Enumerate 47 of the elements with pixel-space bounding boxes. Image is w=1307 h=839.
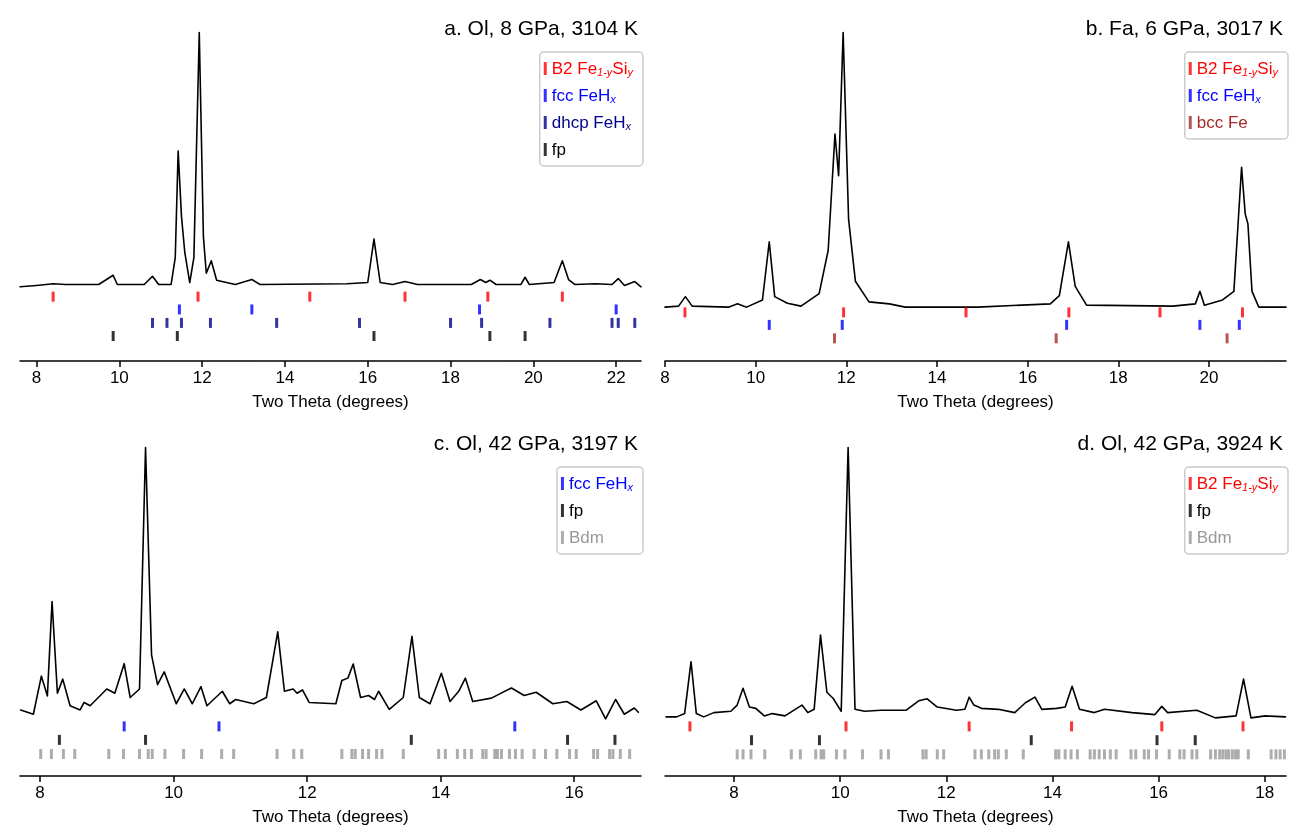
x-axis-title: Two Theta (degrees) [252,392,409,411]
x-tick-label: 10 [830,783,850,802]
legend-label: fcc FeHx [551,86,617,105]
x-tick-label: 16 [1149,783,1169,802]
x-tick-label: 18 [1108,368,1128,387]
x-tick-label: 8 [31,368,42,387]
legend-label: dhcp FeHx [551,113,632,132]
x-tick-label: 10 [109,368,129,387]
x-tick-label: 8 [660,368,670,387]
x-axis-title: Two Theta (degrees) [897,807,1054,826]
x-tick-label: 20 [1199,368,1219,387]
legend-label: bcc Fe [1196,113,1248,132]
x-tick-label: 14 [927,368,947,387]
x-tick-label: 8 [729,783,739,802]
x-tick-label: 10 [746,368,766,387]
chart-title: c. Ol, 42 GPa, 3197 K [433,431,638,454]
x-tick-label: 16 [358,368,378,387]
legend-label: B2 Fe1-ySiy [551,59,635,78]
x-tick-label: 22 [606,368,626,387]
x-tick-label: 14 [431,783,451,802]
legend-label: fp [551,140,566,159]
legend-label: fcc FeHx [1196,86,1262,105]
legend-label: Bdm [568,528,604,547]
x-tick-label: 12 [936,783,956,802]
x-tick-label: 8 [35,783,45,802]
legend-label: fp [568,501,584,520]
x-tick-label: 14 [275,368,295,387]
chart-title: a. Ol, 8 GPa, 3104 K [444,16,638,39]
x-axis-title: Two Theta (degrees) [252,807,409,826]
x-axis-title: Two Theta (degrees) [897,392,1054,411]
legend-label: fcc FeHx [568,474,634,493]
x-tick-label: 10 [164,783,184,802]
x-tick-label: 20 [523,368,543,387]
x-tick-label: 12 [297,783,317,802]
x-tick-label: 16 [564,783,584,802]
x-tick-label: 18 [1255,783,1275,802]
x-tick-label: 14 [1043,783,1062,802]
legend-label: B2 Fe1-ySiy [1196,59,1280,78]
chart-title: d. Ol, 42 GPa, 3924 K [1077,431,1284,454]
x-tick-label: 12 [836,368,856,387]
legend-label: B2 Fe1-ySiy [1196,474,1280,493]
legend-label: fp [1196,501,1211,520]
chart-title: b. Fa, 6 GPa, 3017 K [1085,16,1284,39]
x-tick-label: 18 [441,368,461,387]
legend-label: Bdm [1196,528,1232,547]
x-tick-label: 16 [1018,368,1038,387]
x-tick-label: 12 [192,368,212,387]
